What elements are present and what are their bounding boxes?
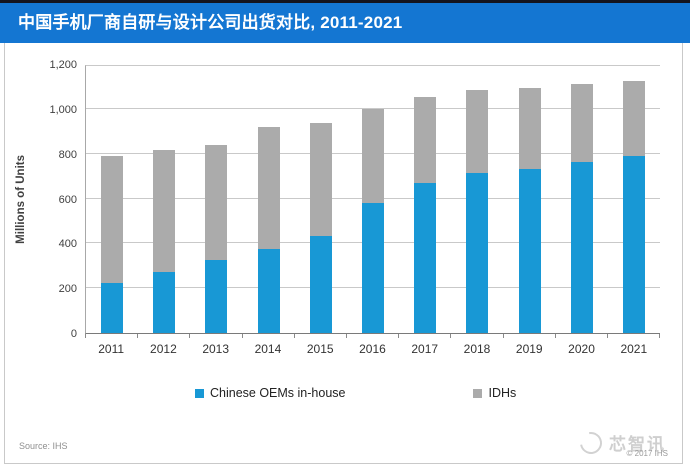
x-axis-label: 2018 (463, 342, 491, 356)
bar-column-2015 (295, 66, 347, 333)
x-axis-label: 2017 (411, 342, 439, 356)
bar-segment-idh (518, 87, 541, 170)
bar-segment-oem (518, 169, 541, 333)
watermark-text: 芯智讯 (609, 435, 666, 454)
x-axis-label: 2021 (620, 342, 648, 356)
bar-segment-idh (362, 108, 385, 203)
chart-title-bar: 中国手机厂商自研与设计公司出货对比, 2011-2021 (0, 3, 690, 43)
watermark: 芯智讯 © 2017 IHS (575, 427, 668, 458)
legend-swatch-idh (473, 388, 483, 398)
legend-item-idh: IDHs (473, 386, 516, 400)
bar-segment-oem (622, 155, 645, 333)
x-tick (608, 334, 661, 338)
x-tick (399, 334, 452, 338)
bar-segment-idh (414, 96, 437, 183)
bar-segment-oem (257, 248, 280, 333)
plot-wrap: 2011 2012 2013 2014 2015 2016 2017 2018 2019 2020… (85, 65, 661, 356)
bar-column-2020 (556, 66, 608, 333)
x-tick (190, 334, 243, 338)
x-axis-label: 2013 (202, 342, 230, 356)
y-tick-label: 200 (58, 283, 77, 296)
y-tick-label: 600 (58, 193, 77, 206)
bar-stack (518, 87, 541, 333)
bar-segment-oem (205, 260, 228, 333)
bar-stack (205, 144, 228, 333)
bar-column-2012 (138, 66, 190, 333)
x-tick (504, 334, 556, 338)
bar-segment-idh (622, 80, 645, 156)
bar-column-2017 (399, 66, 451, 333)
bar-segment-oem (362, 202, 385, 333)
x-axis-ticks (85, 334, 661, 338)
legend-label-oem: Chinese OEMs in-house (210, 386, 346, 400)
chart-area: Millions of Units 0 200 400 600 800 1,000 1,20… (5, 43, 682, 356)
bar-stack (414, 96, 437, 333)
x-axis-label: 2012 (150, 342, 177, 356)
bar-stack (309, 123, 332, 333)
x-tick (138, 334, 191, 338)
x-axis-label: 2016 (359, 342, 386, 356)
bar-stack (257, 126, 280, 333)
bar-segment-idh (466, 89, 489, 173)
bar-column-2016 (347, 66, 399, 333)
x-axis-label: 2014 (254, 342, 282, 356)
gridline (86, 107, 660, 109)
y-axis-title-container: Millions of Units (5, 65, 37, 334)
plot-area (85, 65, 660, 334)
y-axis-title: Millions of Units (15, 155, 27, 244)
x-tick (295, 334, 347, 338)
legend-item-oem: Chinese OEMs in-house (195, 386, 345, 400)
x-tick (85, 334, 139, 338)
x-axis-label: 2011 (98, 342, 125, 356)
bar-segment-idh (101, 155, 124, 283)
x-axis-label: 2019 (515, 342, 543, 356)
bar-stack (570, 84, 593, 333)
bar-stack (622, 80, 645, 333)
bar-stack (153, 150, 176, 333)
bar-segment-oem (153, 272, 176, 333)
bar-segment-idh (309, 123, 332, 236)
top-border-strip (0, 0, 690, 3)
bar-segment-oem (414, 182, 437, 333)
bar-column-2019 (504, 66, 556, 333)
legend: Chinese OEMs in-house IDHs (5, 386, 682, 400)
y-tick-label: 1,200 (49, 59, 77, 71)
bar-segment-idh (570, 84, 593, 162)
x-axis-labels: 2011 2012 2013 2014 2015 2016 2017 2018 2019 2020… (85, 342, 660, 356)
bars-row (86, 66, 660, 333)
bar-segment-oem (570, 161, 593, 333)
bar-stack (101, 155, 124, 333)
bar-column-2018 (451, 66, 503, 333)
copyright-note: © 2017 IHS (626, 449, 668, 458)
legend-label-idh: IDHs (488, 386, 517, 400)
y-tick-label: 1,000 (49, 103, 77, 116)
bar-column-2021 (608, 66, 660, 333)
bar-segment-oem (101, 282, 124, 333)
bar-segment-idh (205, 144, 228, 261)
chart-card: Millions of Units 0 200 400 600 800 1,000 1,20… (4, 43, 683, 464)
chart-title: 中国手机厂商自研与设计公司出货对比, 2011-2021 (18, 13, 403, 32)
legend-swatch-oem (195, 388, 204, 398)
bar-column-2013 (190, 66, 242, 333)
x-tick (347, 334, 400, 338)
x-axis-label: 2020 (568, 342, 595, 356)
x-tick (556, 334, 608, 338)
bar-segment-idh (153, 150, 176, 273)
bar-column-2011 (86, 66, 138, 333)
bar-segment-oem (309, 235, 332, 333)
source-note: Source: IHS (19, 441, 68, 451)
y-tick-label: 0 (70, 328, 77, 340)
bar-stack (466, 89, 489, 333)
y-tick-label: 400 (58, 238, 77, 251)
xinzhixun-logo-icon (575, 427, 607, 458)
bar-segment-oem (466, 172, 489, 333)
bar-column-2014 (243, 66, 295, 333)
x-tick (451, 334, 504, 338)
bar-segment-idh (257, 126, 280, 249)
y-tick-label: 800 (58, 148, 77, 161)
bar-stack (362, 108, 385, 333)
y-axis-ticks: 0 200 400 600 800 1,000 1,200 (37, 59, 85, 340)
x-axis-label: 2015 (306, 342, 334, 356)
x-tick (243, 334, 295, 338)
